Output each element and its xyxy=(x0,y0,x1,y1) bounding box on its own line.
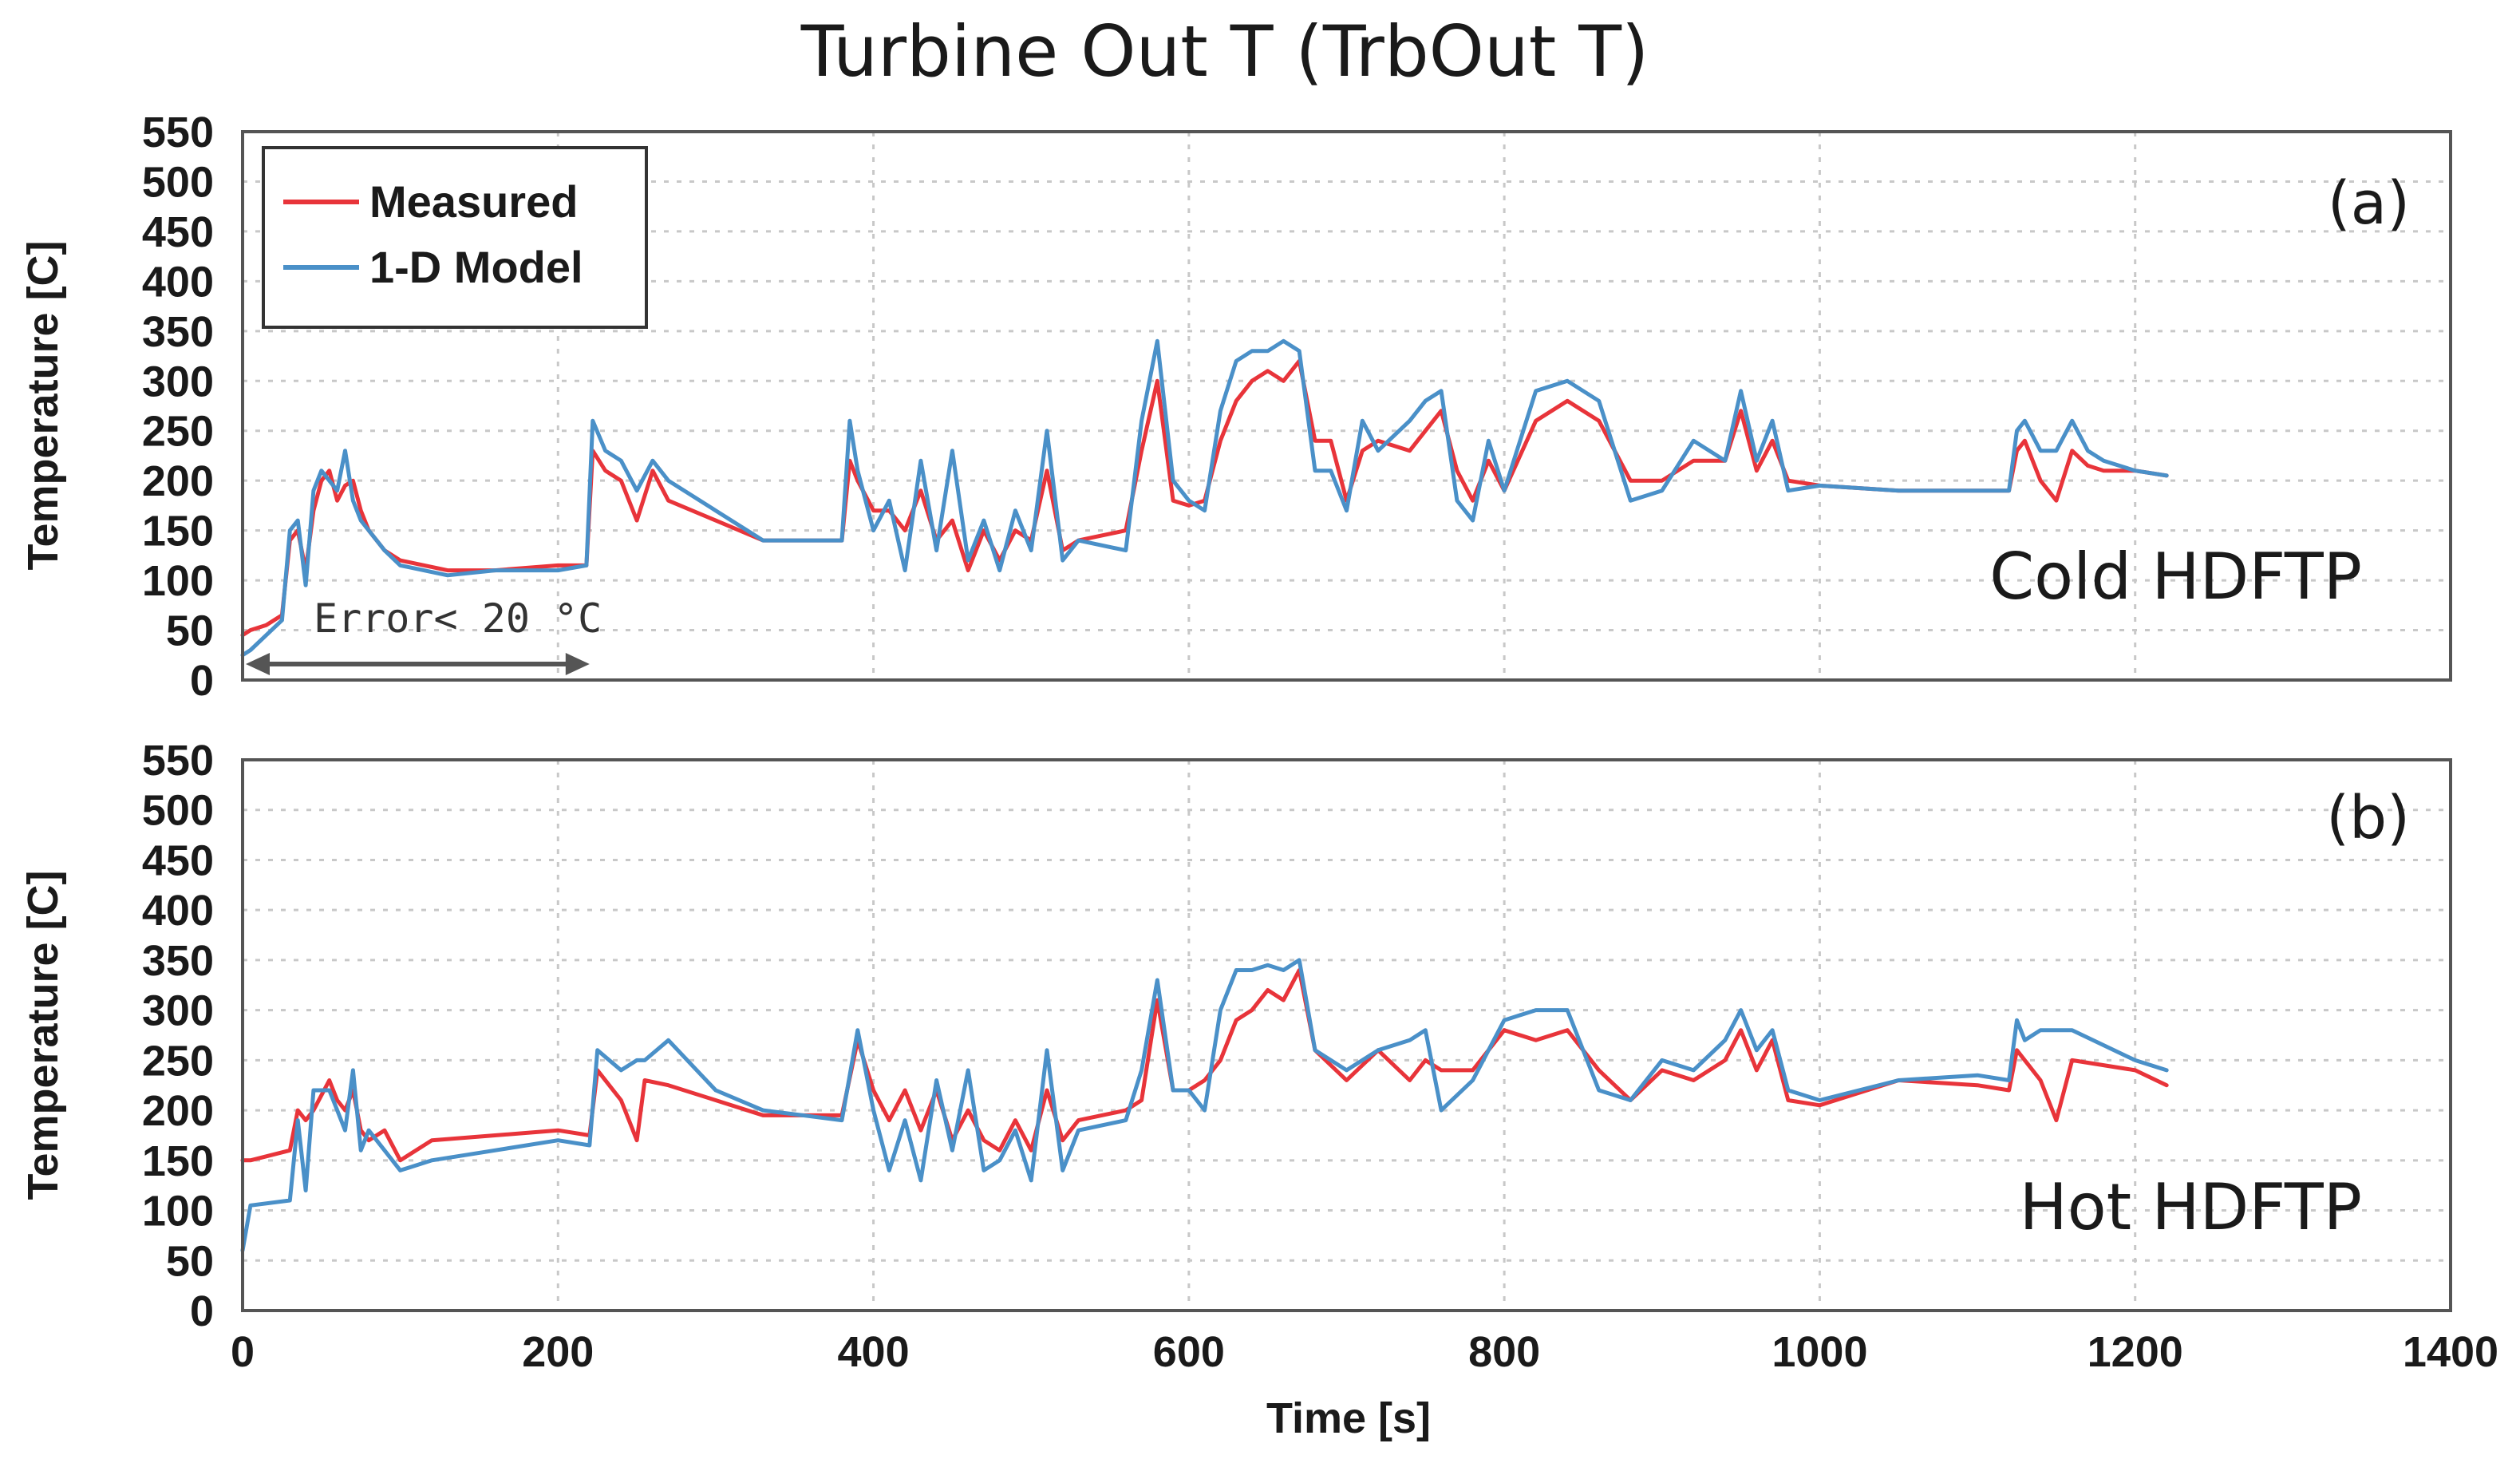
x-tick-label: 600 xyxy=(1153,1328,1225,1376)
x-tick-label: 1400 xyxy=(2403,1328,2498,1376)
y-tick-label: 250 xyxy=(142,408,214,456)
y-tick-label: 500 xyxy=(142,787,214,835)
legend: Measured 1-D Model xyxy=(262,146,648,329)
panel-a-label: (a) xyxy=(2328,169,2410,238)
panel-a-frame xyxy=(241,130,2452,682)
panel-b-condition-label: Hot HDFTP xyxy=(2020,1170,2362,1244)
y-tick-label: 100 xyxy=(142,557,214,605)
x-axis-label: Time [s] xyxy=(1266,1394,1431,1442)
y-tick-label: 550 xyxy=(142,737,214,785)
y-tick-label: 400 xyxy=(142,887,214,935)
x-tick-label: 200 xyxy=(522,1328,594,1376)
y-tick-label: 50 xyxy=(166,607,214,655)
y-tick-label: 100 xyxy=(142,1188,214,1236)
x-tick-label: 1000 xyxy=(1772,1328,1867,1376)
panel-b-frame xyxy=(241,758,2452,1312)
y-tick-label: 550 xyxy=(142,109,214,156)
y-tick-label: 150 xyxy=(142,1137,214,1185)
error-arrow-head-left xyxy=(246,653,270,675)
y-tick-label: 300 xyxy=(142,358,214,405)
y-tick-label: 200 xyxy=(142,457,214,505)
y-tick-label: 0 xyxy=(190,1287,214,1335)
error-annotation-text: Error< 20 °C xyxy=(314,595,602,642)
panel-b-y-axis-label: Temperature [C] xyxy=(19,870,67,1200)
x-tick-label: 0 xyxy=(231,1328,255,1376)
y-tick-label: 400 xyxy=(142,258,214,306)
x-tick-label: 800 xyxy=(1468,1328,1540,1376)
y-tick-label: 200 xyxy=(142,1087,214,1135)
panel-b-gridlines xyxy=(243,760,2451,1311)
y-tick-label: 350 xyxy=(142,937,214,985)
panel-a-series xyxy=(240,338,2169,658)
error-arrow-head-right xyxy=(565,653,590,675)
x-ticks: 0 200 400 600 800 1000 1200 1400 xyxy=(231,1328,2498,1376)
y-tick-label: 300 xyxy=(142,987,214,1035)
panel-a-gridlines xyxy=(243,132,2451,680)
series-line-1-d-model xyxy=(240,338,2169,658)
y-tick-label: 50 xyxy=(166,1237,214,1285)
series-line-1-d-model xyxy=(240,958,2169,1253)
error-annotation: Error< 20 °C xyxy=(246,595,602,675)
chart-title: Turbine Out T (TrbOut T) xyxy=(800,10,1649,93)
panel-b-label: (b) xyxy=(2326,784,2410,852)
panel-a-y-axis-label: Temperature [C] xyxy=(19,240,67,570)
y-tick-label: 250 xyxy=(142,1037,214,1085)
legend-label-model: 1-D Model xyxy=(369,242,583,292)
series-line-measured xyxy=(240,968,2169,1163)
panel-b-series xyxy=(240,958,2169,1253)
legend-box xyxy=(262,146,648,329)
y-tick-label: 150 xyxy=(142,508,214,556)
y-tick-label: 350 xyxy=(142,308,214,356)
y-tick-label: 450 xyxy=(142,208,214,256)
y-tick-label: 0 xyxy=(190,657,214,705)
x-tick-label: 1200 xyxy=(2087,1328,2183,1376)
x-tick-label: 400 xyxy=(838,1328,910,1376)
panel-a-condition-label: Cold HDFTP xyxy=(1989,540,2362,614)
y-tick-label: 500 xyxy=(142,158,214,206)
legend-label-measured: Measured xyxy=(369,176,578,227)
y-tick-label: 450 xyxy=(142,836,214,884)
